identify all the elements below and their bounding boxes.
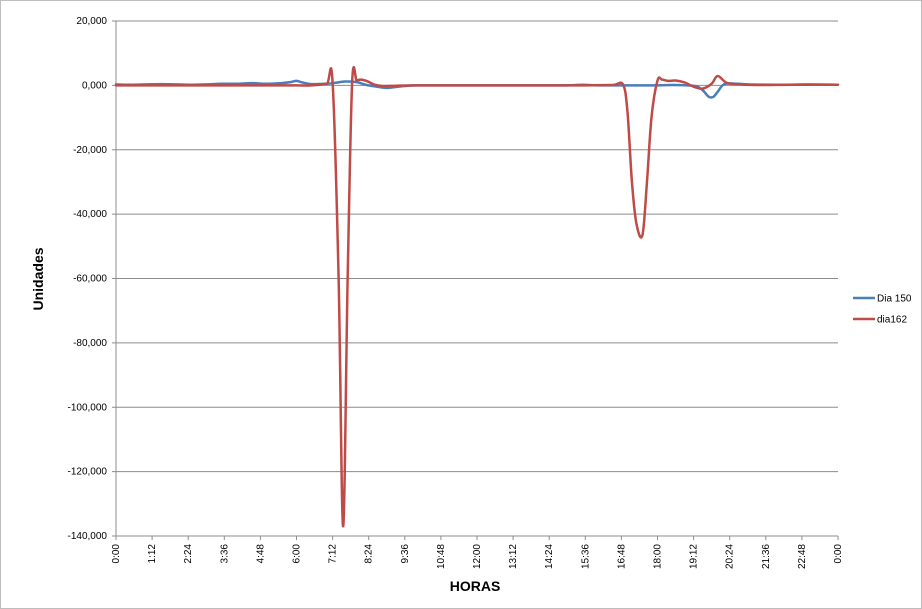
x-tick-label: 12:00 xyxy=(472,544,483,569)
legend-label: dia162 xyxy=(877,315,907,326)
x-tick-label: 21:36 xyxy=(761,544,772,569)
y-tick-label: -60,000 xyxy=(73,274,107,285)
y-tick-label: -40,000 xyxy=(73,209,107,220)
x-tick-labels: 0:00 1:12 2:24 3:36 4:48 6:00 7:12 8:24 9:36 10:4… xyxy=(111,544,844,569)
y-tick-label: 20,000 xyxy=(76,16,107,27)
x-tick-label: 16:48 xyxy=(616,544,627,569)
x-tick-label: 10:48 xyxy=(436,544,447,569)
x-tick-label: 0:00 xyxy=(833,544,844,564)
y-tick-label: -20,000 xyxy=(73,145,107,156)
x-tick-label: 18:00 xyxy=(653,544,664,569)
x-tick-label: 9:36 xyxy=(400,544,411,564)
x-tick-label: 7:12 xyxy=(328,544,339,564)
series-line-1 xyxy=(114,65,840,528)
y-axis-title: Unidades xyxy=(30,247,46,310)
x-axis-title: HORAS xyxy=(450,578,501,594)
x-tick-label: 8:24 xyxy=(364,544,375,564)
series-lines xyxy=(114,65,840,528)
x-tick-label: 2:24 xyxy=(183,544,194,564)
x-tick-label: 14:24 xyxy=(544,544,555,569)
x-tick-label: 3:36 xyxy=(219,544,230,564)
x-tick-label: 22:48 xyxy=(797,544,808,569)
y-tick-label: -140,000 xyxy=(68,531,108,542)
x-tick-label: 1:12 xyxy=(147,544,158,564)
y-tick-label: 0,000 xyxy=(82,80,107,91)
x-tick-label: 0:00 xyxy=(111,544,122,564)
gridlines xyxy=(112,20,838,537)
x-tick-label: 15:36 xyxy=(580,544,591,569)
x-tick-label: 6:00 xyxy=(292,544,303,564)
x-tick-label: 19:12 xyxy=(689,544,700,569)
legend: Dia 150 dia162 xyxy=(853,294,912,326)
y-tick-label: -80,000 xyxy=(73,338,107,349)
y-tick-label: -100,000 xyxy=(68,402,108,413)
x-tick-label: 13:12 xyxy=(508,544,519,569)
legend-label: Dia 150 xyxy=(877,294,912,305)
axes xyxy=(115,21,839,540)
y-tick-label: -120,000 xyxy=(68,467,108,478)
x-tick-label: 4:48 xyxy=(255,544,266,564)
x-tick-label: 20:24 xyxy=(725,544,736,569)
y-tick-labels: 20,000 0,000 -20,000 -40,000 -60,000 -80,000 -… xyxy=(68,16,108,542)
